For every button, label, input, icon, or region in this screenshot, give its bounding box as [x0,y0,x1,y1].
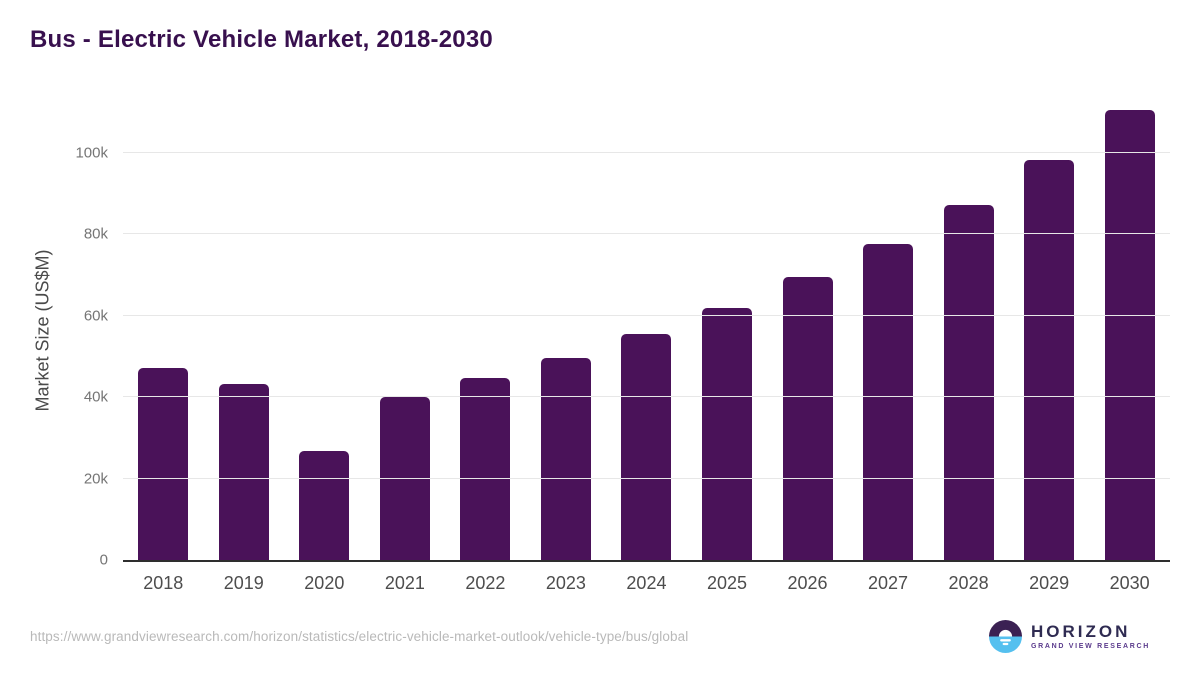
x-tick-label-2030: 2030 [1109,573,1150,593]
x-tick-label-2018: 2018 [143,573,184,593]
bar-2027[interactable] [863,243,914,560]
bar-2020[interactable] [299,450,350,560]
bar-2018[interactable] [138,367,189,560]
y-axis-title: Market Size (US$M) [32,249,53,412]
x-tick-label-2022: 2022 [465,573,506,593]
x-tick-label-2025: 2025 [706,573,747,593]
logo-tagline: GRAND VIEW RESEARCH [1030,642,1150,650]
y-tick-label-0: 0 [99,551,108,569]
logo-brand-name: HORIZON [1030,622,1131,642]
bar-slot-2028: 2028 [928,96,1009,593]
bar-slot-2020: 2020 [284,96,365,593]
bar-slot-2018: 2018 [123,96,204,593]
logo-text: HORIZON GRAND VIEW RESEARCH [1031,623,1150,650]
gridline-40k [123,396,1170,398]
bar-slot-2026: 2026 [767,96,848,593]
bar-slot-2029: 2029 [1009,96,1090,593]
x-tick-label-2024: 2024 [626,573,667,593]
source-url: https://www.grandviewresearch.com/horizo… [30,629,689,644]
bar-2026[interactable] [782,277,833,560]
y-tick-label-40k: 40k [83,388,108,406]
x-tick-label-2026: 2026 [787,573,828,593]
gridline-20k [123,477,1170,479]
horizon-sun-icon [988,620,1022,653]
x-tick-label-2029: 2029 [1029,573,1070,593]
bar-slot-2025: 2025 [687,96,768,593]
x-tick-label-2021: 2021 [384,573,425,593]
x-tick-label-2019: 2019 [223,573,264,593]
bar-slot-2030: 2030 [1089,96,1170,593]
bar-slot-2022: 2022 [445,96,526,593]
bar-2022[interactable] [460,378,511,560]
y-tick-label-60k: 60k [83,307,108,325]
y-tick-label-80k: 80k [83,225,108,243]
chart-title: Bus - Electric Vehicle Market, 2018-2030 [30,26,493,53]
bars: 2018 2019 2020 2021 2022 2023 2024 2025 2026 2027… [123,96,1170,593]
gridline-60k [123,314,1170,316]
bar-slot-2027: 2027 [848,96,929,593]
x-tick-label-2027: 2027 [868,573,909,593]
bar-slot-2019: 2019 [204,96,285,593]
bar-2029[interactable] [1024,160,1075,560]
y-tick-label-20k: 20k [83,470,108,488]
horizon-logo: HORIZON GRAND VIEW RESEARCH [988,620,1150,653]
bar-slot-2024: 2024 [606,96,687,593]
bar-slot-2023: 2023 [526,96,607,593]
bar-2030[interactable] [1104,110,1155,560]
bar-2024[interactable] [621,334,672,560]
bar-2023[interactable] [540,358,591,560]
bar-2025[interactable] [701,308,752,560]
y-tick-label-100k: 100k [75,144,108,162]
x-tick-label-2020: 2020 [304,573,345,593]
plot-area: 2018 2019 2020 2021 2022 2023 2024 2025 2026 2027… [75,96,1170,593]
x-tick-label-2028: 2028 [948,573,989,593]
bar-2019[interactable] [218,383,269,560]
x-tick-label-2023: 2023 [545,573,586,593]
gridline-80k [123,233,1170,235]
bar-2028[interactable] [943,204,994,560]
bar-slot-2021: 2021 [365,96,446,593]
gridline-100k [123,151,1170,153]
